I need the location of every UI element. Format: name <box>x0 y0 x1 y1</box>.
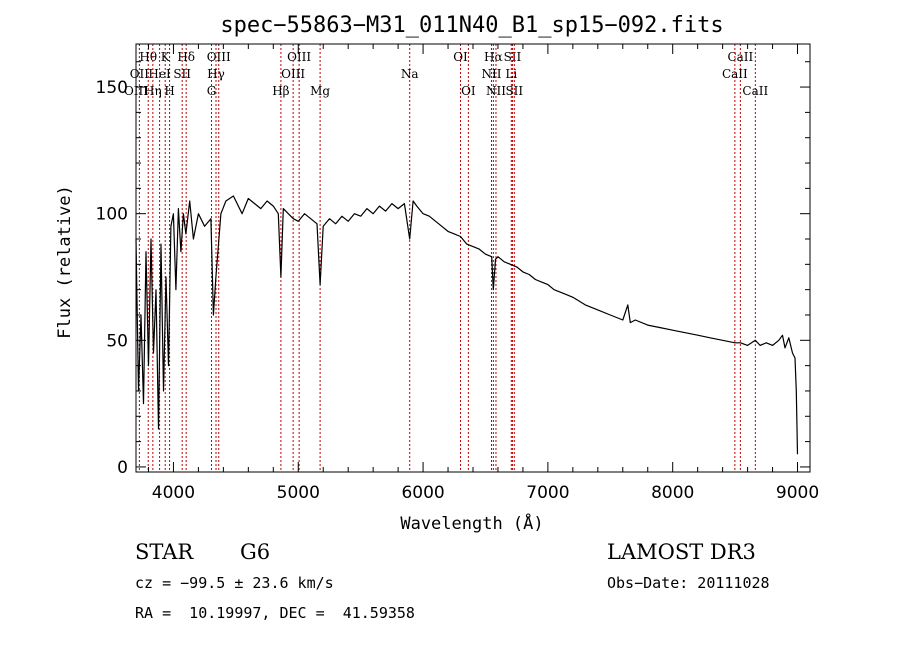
line-label: OIII <box>207 50 231 64</box>
line-label: H <box>164 84 174 98</box>
line-label: OI <box>453 50 468 64</box>
object-class: STAR <box>135 540 194 564</box>
line-label: OI <box>461 84 476 98</box>
x-tick-label: 8000 <box>651 483 694 503</box>
line-label: HeI <box>148 67 171 81</box>
y-axis-label: Flux (relative) <box>55 185 75 339</box>
line-label: OIII <box>287 50 311 64</box>
chart-title: spec−55863−M31_011N40_B1_sp15−092.fits <box>220 13 723 38</box>
line-label: SII <box>505 84 523 98</box>
line-label: Hγ <box>207 67 225 81</box>
plot-frame <box>135 43 811 473</box>
axis-ticks: 4000 5000 6000 7000 8000 9000 0 50 100 150 <box>96 44 819 503</box>
x-tick-label: 4000 <box>152 483 195 503</box>
object-subclass: G6 <box>240 540 271 564</box>
x-tick-label: 7000 <box>526 483 569 503</box>
line-label: Na <box>401 67 419 81</box>
line-label: SII <box>504 50 522 64</box>
line-label: Hθ <box>139 50 157 64</box>
line-label: NII <box>481 67 501 81</box>
line-label: CaII <box>727 50 753 64</box>
y-tick-label: 0 <box>117 458 128 478</box>
y-tick-label: 100 <box>96 205 128 225</box>
line-label: CaII <box>742 84 768 98</box>
survey-name: LAMOST DR3 <box>607 540 756 564</box>
line-label: SII <box>173 67 191 81</box>
redshift-velocity: cz = −99.5 ± 23.6 km/s <box>135 574 334 592</box>
x-tick-label: 9000 <box>776 483 819 503</box>
line-label: Hδ <box>177 50 195 64</box>
x-tick-label: 5000 <box>277 483 320 503</box>
y-tick-label: 50 <box>106 331 128 351</box>
spectrum-series <box>135 195 799 455</box>
line-label: Mg <box>310 84 330 98</box>
line-label: OIII <box>281 67 305 81</box>
observation-date: Obs−Date: 20111028 <box>607 574 770 592</box>
line-label: Li <box>505 67 517 81</box>
line-label: Hβ <box>272 84 289 98</box>
spectrum-layer <box>135 195 799 455</box>
line-label: Hα <box>484 50 503 64</box>
ra-dec-coordinates: RA = 10.19997, DEC = 41.59358 <box>135 604 415 622</box>
line-label: K <box>161 50 171 64</box>
line-label: G <box>207 84 217 98</box>
line-label: OII <box>130 67 150 81</box>
line-label: CaII <box>722 67 748 81</box>
x-axis-label: Wavelength (Å) <box>400 512 543 534</box>
y-tick-label: 150 <box>96 78 128 98</box>
line-label: NII <box>486 84 506 98</box>
line-label: Hη <box>144 84 162 98</box>
x-tick-label: 6000 <box>401 483 444 503</box>
